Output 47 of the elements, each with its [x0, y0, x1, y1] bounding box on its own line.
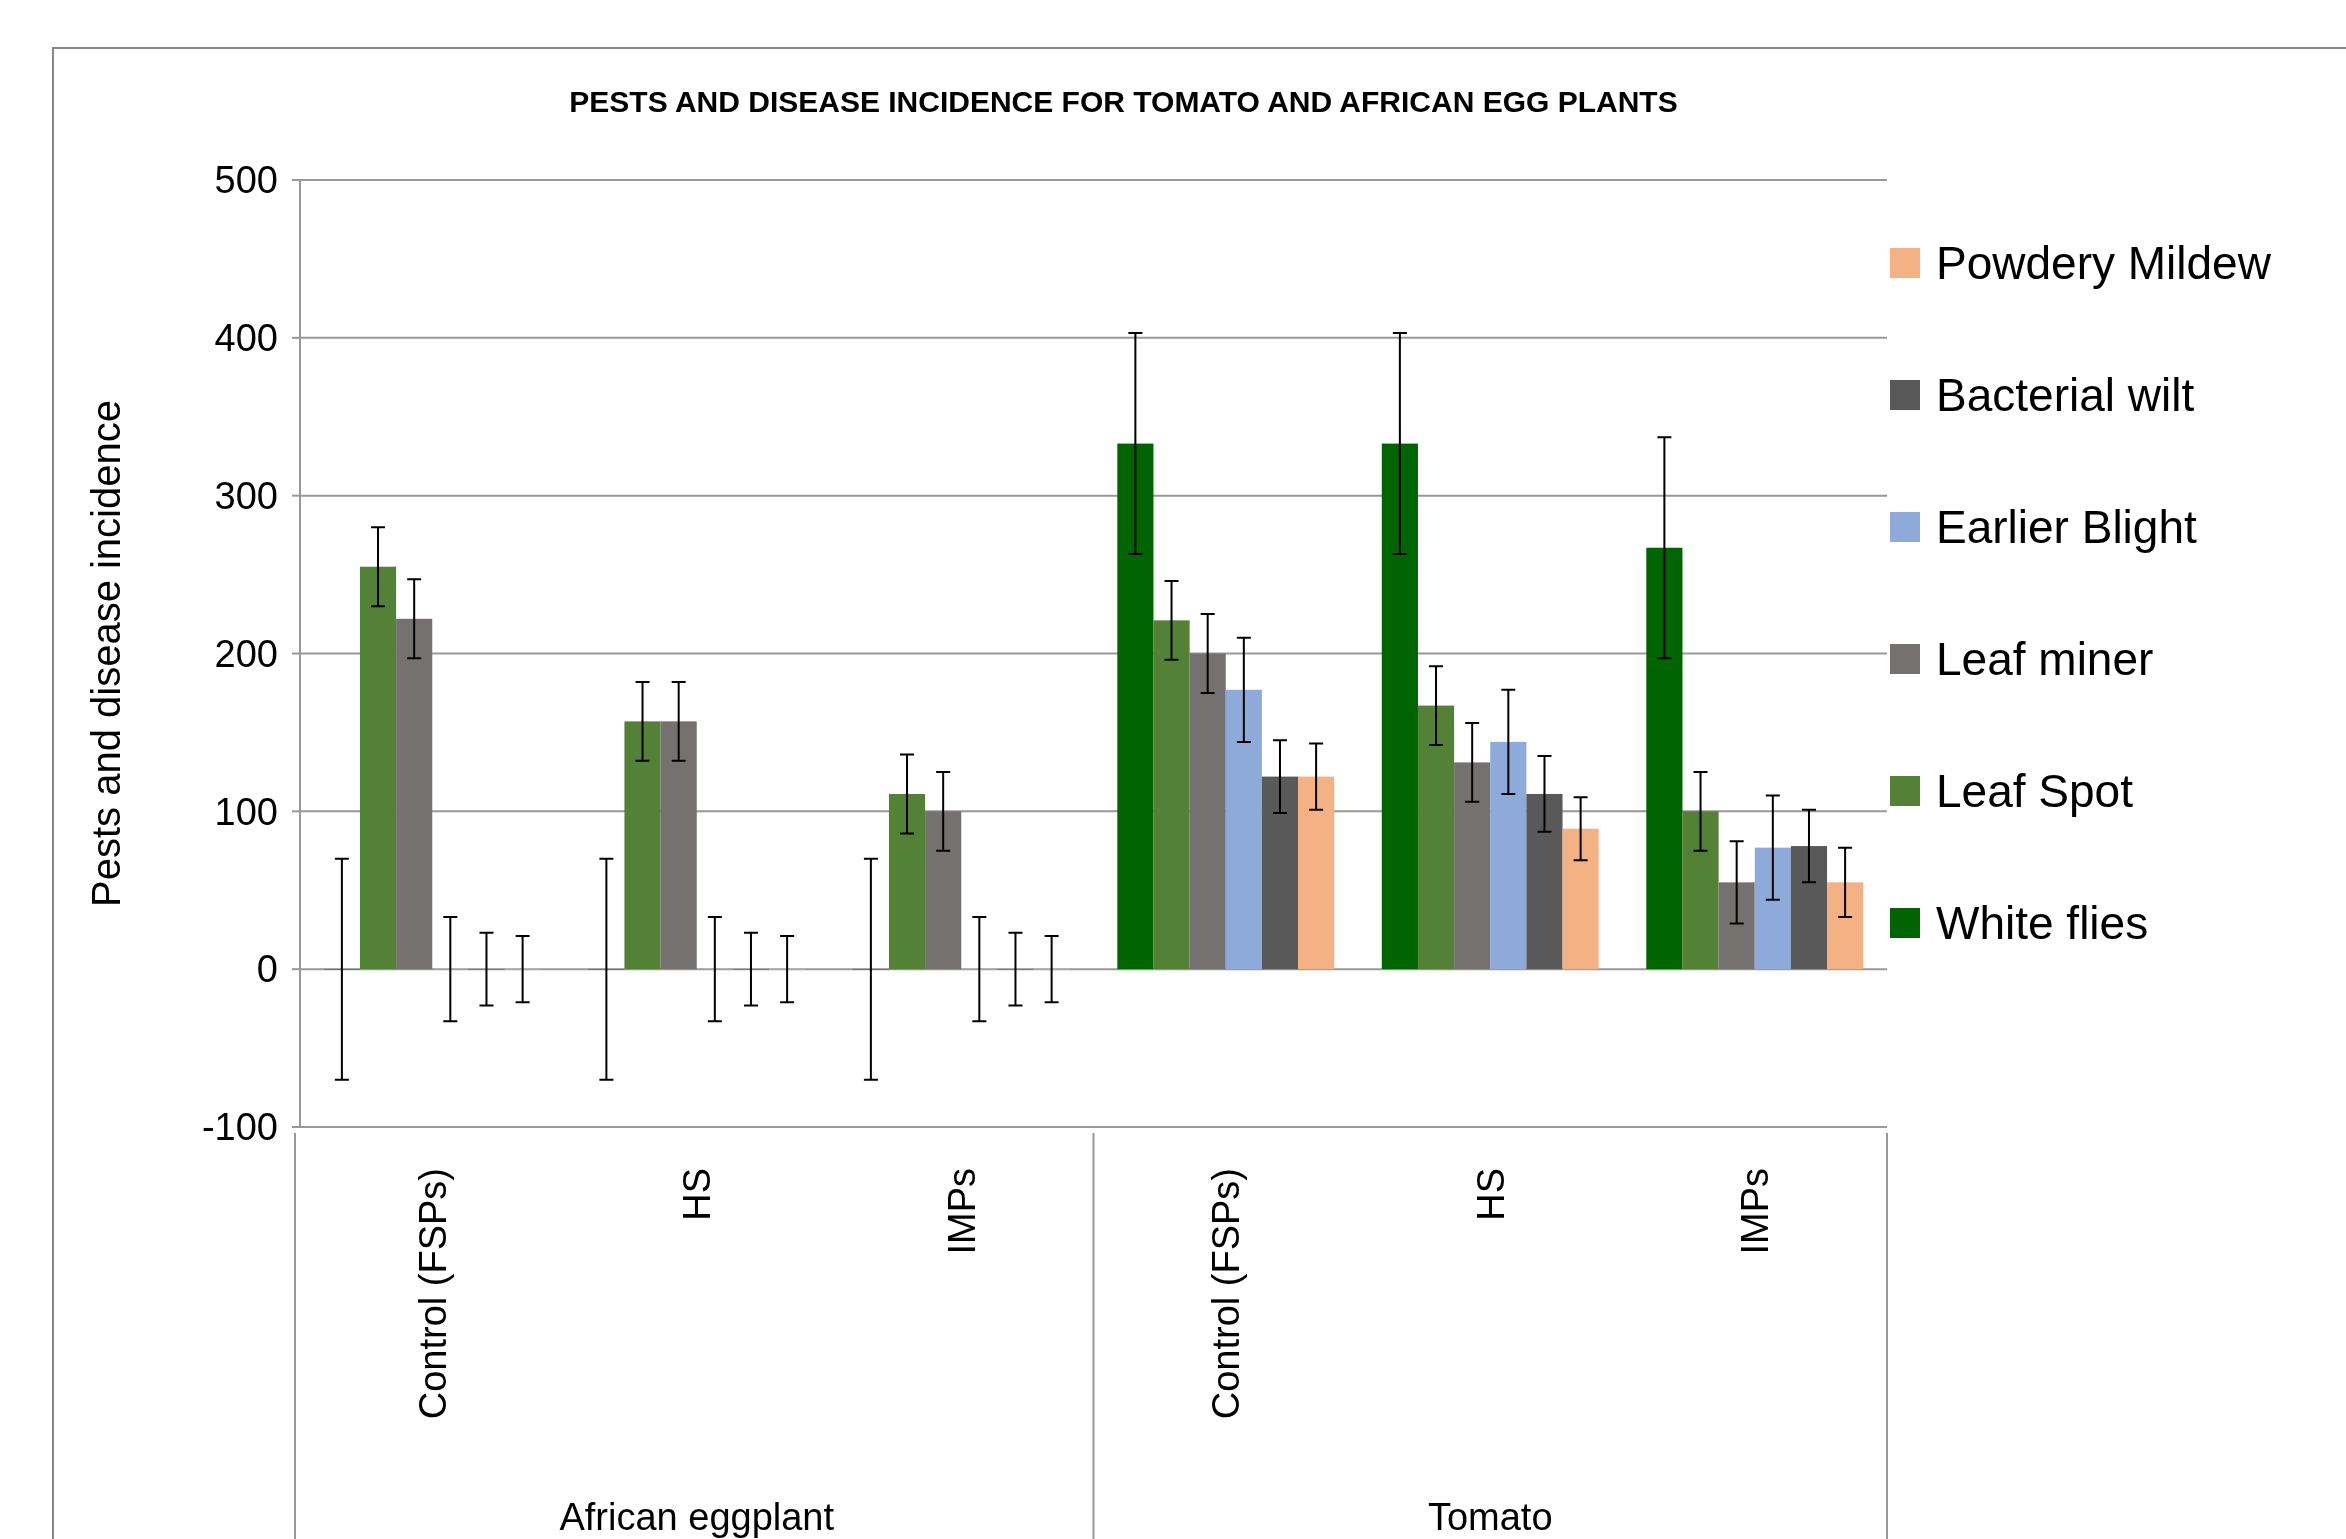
y-tick-label: -100 [201, 1106, 278, 1149]
bar [925, 811, 962, 970]
x-tick-label: HS [676, 1168, 719, 1221]
legend-label: Leaf miner [1936, 633, 2154, 686]
x-tick-label: IMPs [1734, 1168, 1777, 1255]
bar [660, 721, 697, 970]
bar [1381, 443, 1418, 970]
bar [624, 721, 661, 970]
bar [1454, 762, 1491, 970]
bar [1417, 705, 1455, 970]
text: Tomato [1427, 1496, 1553, 1538]
y-tick-label: 500 [214, 159, 278, 202]
y-tick-label: 100 [214, 790, 278, 833]
bar [1562, 828, 1599, 970]
bar [1225, 689, 1262, 970]
x-tick-label: IMPs [940, 1168, 983, 1255]
bar [1526, 793, 1563, 970]
bar [1261, 776, 1299, 970]
bar [1790, 846, 1828, 970]
x-tick-label: HS [1469, 1168, 1512, 1221]
chart-title: PESTS AND DISEASE INCIDENCE FOR TOMATO AND AFRICAN EGG PLANTS [569, 85, 1678, 118]
legend-label: Powdery Mildew [1936, 237, 2272, 290]
bar [1718, 882, 1755, 970]
y-tick-label: 300 [214, 474, 278, 517]
legend-label: White flies [1936, 897, 2149, 950]
y-tick-label: 200 [214, 632, 278, 675]
y-tick-label: 0 [256, 948, 278, 991]
y-axis-title: Pests and disease incidence [84, 400, 128, 907]
x-tick-label: Control (FSPs) [411, 1168, 454, 1420]
bar [1646, 547, 1683, 970]
bar [1153, 620, 1190, 970]
legend-label: Earlier Blight [1936, 501, 2197, 554]
bar [1189, 653, 1226, 970]
bar [359, 566, 397, 970]
legend-label: Leaf Spot [1936, 765, 2134, 818]
bar [1754, 847, 1791, 970]
text: African eggplant [559, 1496, 835, 1538]
bar [888, 793, 926, 970]
bar [396, 618, 433, 970]
bar [1682, 811, 1719, 970]
legend-label: Bacterial wilt [1936, 369, 2195, 422]
bar [1827, 882, 1864, 970]
x-tick-label: Control (FSPs) [1205, 1168, 1248, 1420]
y-tick-label: 400 [214, 317, 278, 360]
bar [1490, 741, 1527, 970]
bar [1117, 443, 1154, 970]
bar [1298, 776, 1335, 970]
